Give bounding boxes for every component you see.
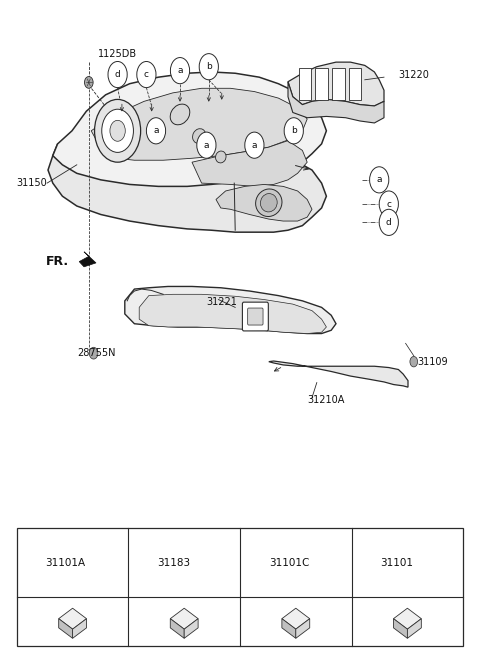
Polygon shape: [48, 144, 326, 232]
Polygon shape: [394, 619, 408, 638]
Circle shape: [108, 61, 127, 88]
Polygon shape: [72, 619, 86, 638]
Polygon shape: [349, 68, 361, 100]
Circle shape: [379, 191, 398, 217]
Text: d: d: [386, 218, 392, 227]
Text: 31210A: 31210A: [307, 395, 345, 405]
Circle shape: [359, 552, 375, 573]
Circle shape: [410, 356, 418, 367]
Circle shape: [199, 54, 218, 80]
Polygon shape: [282, 608, 310, 629]
Polygon shape: [139, 294, 326, 334]
Polygon shape: [288, 62, 384, 106]
FancyBboxPatch shape: [17, 528, 463, 646]
Circle shape: [284, 118, 303, 144]
Circle shape: [370, 167, 389, 193]
Text: 31101C: 31101C: [269, 558, 309, 568]
Circle shape: [245, 132, 264, 158]
Circle shape: [110, 120, 125, 141]
Text: 31220: 31220: [398, 70, 429, 80]
Circle shape: [248, 552, 263, 573]
Text: b: b: [206, 62, 212, 71]
Text: b: b: [141, 558, 146, 567]
Text: b: b: [291, 126, 297, 135]
Text: a: a: [376, 175, 382, 184]
Text: 31101: 31101: [380, 558, 413, 568]
Text: 31183: 31183: [157, 558, 191, 568]
Text: FR.: FR.: [46, 255, 69, 268]
Text: 28755N: 28755N: [77, 348, 115, 358]
Polygon shape: [394, 608, 421, 629]
Text: d: d: [364, 558, 370, 567]
Circle shape: [197, 132, 216, 158]
Ellipse shape: [170, 104, 190, 125]
Text: c: c: [253, 558, 258, 567]
Text: 1125DB: 1125DB: [98, 48, 138, 59]
Ellipse shape: [216, 151, 226, 163]
Polygon shape: [59, 608, 86, 629]
Circle shape: [379, 209, 398, 235]
Text: c: c: [386, 199, 391, 209]
Circle shape: [146, 118, 166, 144]
Text: a: a: [29, 558, 35, 567]
FancyBboxPatch shape: [248, 308, 263, 325]
Polygon shape: [53, 72, 326, 186]
Ellipse shape: [261, 194, 277, 212]
Ellipse shape: [192, 129, 206, 143]
Text: 31109: 31109: [418, 356, 448, 367]
Circle shape: [102, 109, 133, 152]
Text: a: a: [252, 141, 257, 150]
Polygon shape: [192, 141, 307, 186]
Text: d: d: [115, 70, 120, 79]
Polygon shape: [59, 619, 72, 638]
Polygon shape: [170, 619, 184, 638]
Text: a: a: [153, 126, 159, 135]
Polygon shape: [296, 619, 310, 638]
Polygon shape: [125, 286, 336, 334]
Polygon shape: [332, 68, 345, 100]
Text: a: a: [204, 141, 209, 150]
Polygon shape: [170, 608, 198, 629]
Text: a: a: [177, 66, 183, 75]
Polygon shape: [315, 68, 328, 100]
Circle shape: [170, 58, 190, 84]
Circle shape: [136, 552, 152, 573]
Circle shape: [95, 99, 141, 162]
Polygon shape: [79, 252, 96, 267]
Circle shape: [84, 77, 93, 88]
Polygon shape: [269, 361, 408, 387]
Polygon shape: [282, 619, 296, 638]
Polygon shape: [299, 68, 311, 100]
Circle shape: [24, 552, 40, 573]
FancyBboxPatch shape: [242, 302, 268, 331]
Text: 31150: 31150: [17, 178, 48, 188]
Circle shape: [137, 61, 156, 88]
Circle shape: [89, 347, 98, 359]
Polygon shape: [408, 619, 421, 638]
Text: 31221: 31221: [206, 297, 237, 307]
Polygon shape: [216, 184, 312, 221]
Text: 31101A: 31101A: [46, 558, 86, 568]
Ellipse shape: [256, 189, 282, 216]
Polygon shape: [184, 619, 198, 638]
Polygon shape: [91, 88, 307, 160]
Polygon shape: [288, 82, 384, 123]
Text: c: c: [144, 70, 149, 79]
